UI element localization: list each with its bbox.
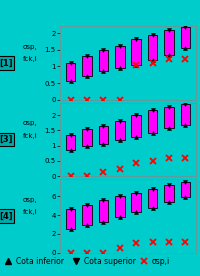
Bar (131, 193, 141, 212)
Bar (181, 27, 190, 48)
Bar (164, 30, 174, 55)
Bar (181, 104, 190, 125)
Text: σsp,i: σsp,i (152, 257, 170, 266)
Text: [1]: [1] (0, 59, 12, 68)
Bar (66, 209, 75, 229)
Bar (99, 126, 108, 144)
Text: [3]: [3] (0, 135, 12, 144)
Text: Cota inferior: Cota inferior (16, 257, 64, 266)
Bar (148, 189, 157, 208)
Text: σsp,: σsp, (23, 120, 37, 126)
Bar (148, 35, 157, 60)
Bar (82, 129, 92, 146)
Bar (131, 115, 141, 137)
Bar (82, 56, 92, 76)
Text: fck,i: fck,i (23, 209, 37, 215)
Bar (148, 110, 157, 133)
Bar (99, 200, 108, 222)
Bar (66, 135, 75, 150)
Text: σsp,: σsp, (23, 197, 37, 203)
Bar (99, 50, 108, 71)
Text: [4]: [4] (0, 211, 12, 221)
Bar (66, 63, 75, 81)
Text: Cota superior: Cota superior (84, 257, 136, 266)
Bar (164, 107, 174, 128)
Bar (181, 182, 190, 197)
Bar (115, 121, 125, 140)
Text: fck,i: fck,i (23, 133, 37, 139)
Bar (131, 39, 141, 65)
Bar (164, 185, 174, 202)
Text: σsp,: σsp, (23, 44, 37, 50)
Bar (115, 46, 125, 68)
Bar (115, 196, 125, 217)
Bar (82, 205, 92, 225)
Text: fck,i: fck,i (23, 56, 37, 62)
